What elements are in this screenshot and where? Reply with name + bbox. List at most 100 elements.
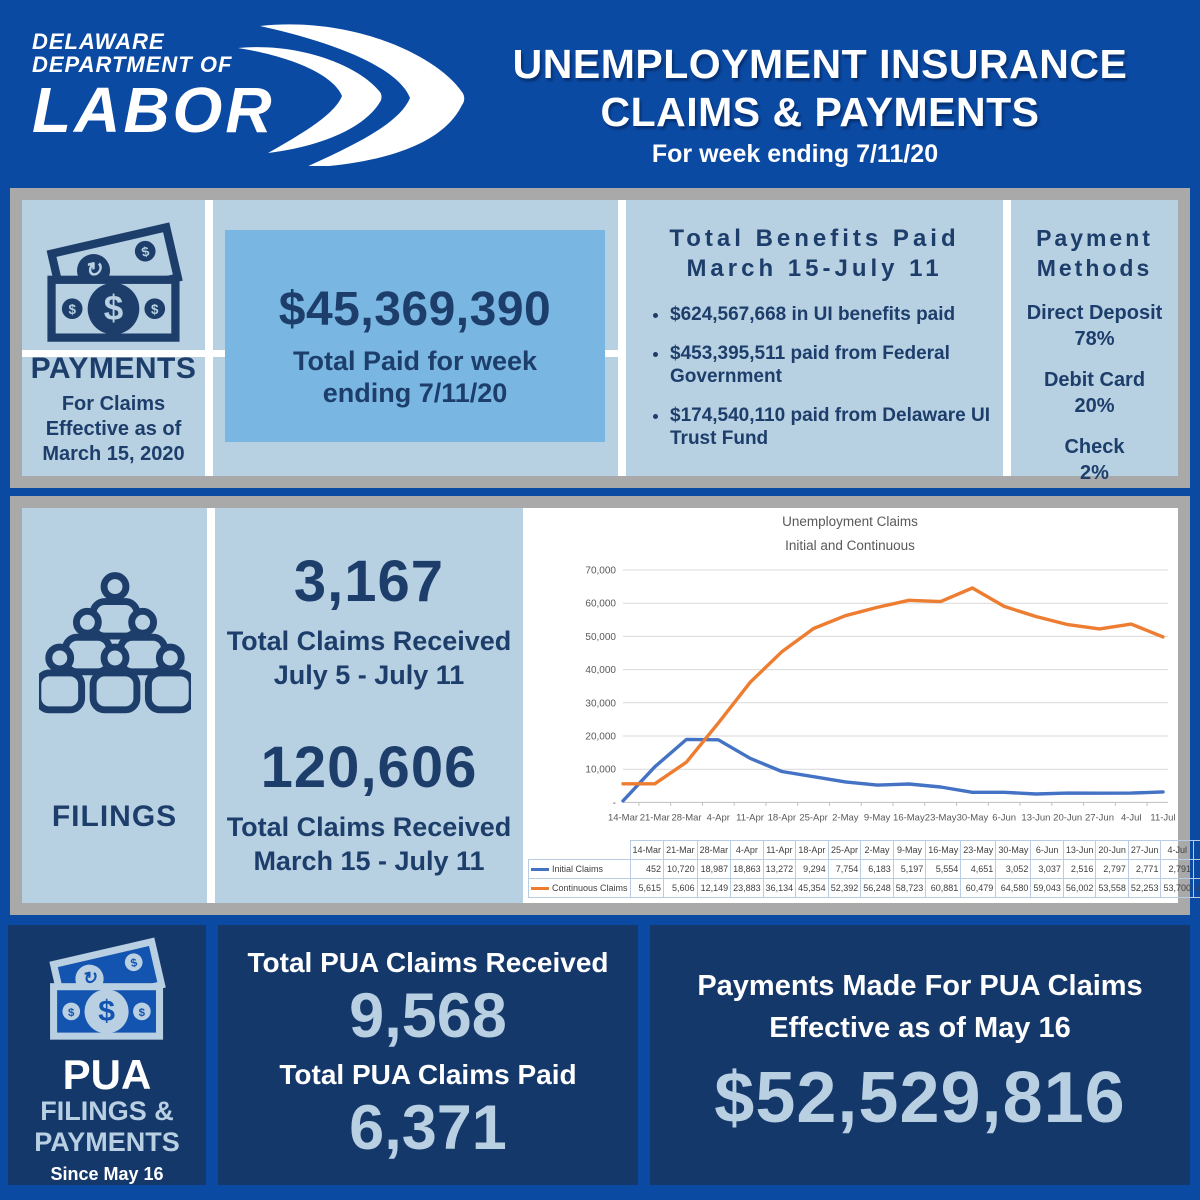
chart-table-value: 18,987 bbox=[696, 859, 732, 879]
weekly-claims-value: 3,167 bbox=[293, 549, 445, 614]
chart-table-value: 5,554 bbox=[925, 859, 962, 879]
chart-table-date-header: 20-Jun bbox=[1095, 840, 1129, 860]
payments-section-inner: ↻ $ $ $ $ PAYMENTS For bbox=[22, 200, 1178, 484]
chart-table-value: 45,354 bbox=[795, 878, 829, 898]
chart-table-value: 12,149 bbox=[696, 878, 732, 898]
chart-table-date-header: 21-Mar bbox=[663, 840, 698, 860]
pua-payments-amount: $52,529,816 bbox=[714, 1058, 1126, 1139]
payment-methods-panel: Payment Methods Direct Deposit 78% Debit… bbox=[1011, 200, 1178, 484]
labor-logo-swoosh-icon bbox=[238, 24, 465, 166]
payments-section-sublabel: For Claims Effective as of March 15, 202… bbox=[42, 393, 185, 465]
pua-claims-received-value: 9,568 bbox=[349, 981, 507, 1051]
chart-table-value: 4,651 bbox=[960, 859, 997, 879]
money-icon: ↻ $ $ $ $ bbox=[39, 222, 189, 355]
benefit-bullet: $453,395,511 paid from Federal Governmen… bbox=[670, 343, 993, 388]
pua-sublabel: Since May 16 bbox=[50, 1164, 164, 1185]
logo-line3: LABOR bbox=[32, 74, 275, 147]
chart-table-value: 52,392 bbox=[827, 878, 862, 898]
svg-text:14-Mar: 14-Mar bbox=[608, 812, 638, 823]
unemployment-claims-chart: Unemployment Claims Initial and Continuou… bbox=[523, 508, 1200, 903]
chart-table-corner bbox=[529, 841, 631, 860]
payment-method: Check 2% bbox=[1064, 435, 1125, 484]
pua-label-line2: FILINGS & bbox=[40, 1096, 174, 1126]
chart-table-value: 2,791 bbox=[1160, 859, 1194, 879]
weekly-total-caption: Total Paid for week ending 7/11/20 bbox=[292, 346, 538, 409]
chart-table-value: 56,248 bbox=[860, 878, 894, 898]
chart-table-value: 3,052 bbox=[995, 859, 1032, 879]
svg-text:11-Jul: 11-Jul bbox=[1150, 812, 1175, 823]
svg-text:28-Mar: 28-Mar bbox=[671, 812, 701, 823]
chart-table-value: 64,580 bbox=[995, 878, 1032, 898]
pua-payments-heading: Payments Made For PUA Claims Effective a… bbox=[697, 970, 1143, 1045]
svg-text:$: $ bbox=[140, 244, 151, 260]
chart-table-value: 23,883 bbox=[730, 878, 764, 898]
svg-text:$: $ bbox=[130, 957, 140, 970]
chart-table-value: 56,002 bbox=[1062, 878, 1097, 898]
chart-table-value: 53,700 bbox=[1160, 878, 1194, 898]
chart-table-value: 3,167 bbox=[1192, 859, 1200, 879]
cumulative-claims-caption: Total Claims Received March 15 - July 11 bbox=[226, 812, 512, 876]
svg-text:$: $ bbox=[68, 1007, 75, 1019]
pua-money-icon: ↻ $ $ $ $ bbox=[8, 937, 206, 1052]
svg-text:25-Apr: 25-Apr bbox=[799, 812, 828, 823]
chart-table-value: 2,771 bbox=[1127, 859, 1162, 879]
pua-label-panel: ↻ $ $ $ $ PUA FILINGS & PAYMENTS Since M… bbox=[8, 925, 206, 1185]
payments-label-panel: ↻ $ $ $ $ PAYMENTS For bbox=[22, 200, 205, 476]
pua-claims-paid-label: Total PUA Claims Paid bbox=[279, 1059, 577, 1091]
chart-table-date-header: 14-Mar bbox=[629, 840, 665, 860]
payments-section-label: PAYMENTS bbox=[30, 352, 197, 385]
legend-line-swatch bbox=[531, 868, 549, 872]
chart-table-value: 5,615 bbox=[629, 878, 665, 898]
svg-text:70,000: 70,000 bbox=[585, 566, 616, 577]
svg-text:11-Apr: 11-Apr bbox=[736, 812, 764, 823]
weekly-total-amount: $45,369,390 bbox=[278, 283, 552, 336]
page-subtitle: For week ending 7/11/20 bbox=[651, 140, 939, 168]
chart-table-value: 13,272 bbox=[762, 859, 797, 879]
pua-claims-paid-value: 6,371 bbox=[349, 1093, 507, 1164]
page-title-line2: CLAIMS & PAYMENTS bbox=[600, 89, 1040, 136]
svg-text:60,000: 60,000 bbox=[585, 599, 616, 610]
page-title: UNEMPLOYMENT INSURANCE CLAIMS & PAYMENTS bbox=[450, 40, 1190, 137]
chart-table-value: 59,043 bbox=[1030, 878, 1064, 898]
pua-label-line3: PAYMENTS bbox=[34, 1127, 180, 1158]
weekly-total-panel: $45,369,390 Total Paid for week ending 7… bbox=[213, 200, 618, 476]
svg-text:$: $ bbox=[151, 302, 159, 317]
pua-payments-panel: Payments Made For PUA Claims Effective a… bbox=[650, 925, 1190, 1185]
payments-section: ↻ $ $ $ $ PAYMENTS For bbox=[10, 188, 1190, 488]
filings-stats-panel: 3,167 Total Claims Received July 5 - Jul… bbox=[215, 508, 523, 903]
chart-table-date-header: 28-Mar bbox=[696, 840, 732, 860]
department-logo: DELAWARE DEPARTMENT OF LABOR bbox=[32, 30, 275, 142]
svg-text:50,000: 50,000 bbox=[585, 632, 616, 643]
logo-line2: DEPARTMENT OF bbox=[32, 52, 233, 78]
pua-claims-received-label: Total PUA Claims Received bbox=[247, 947, 609, 978]
chart-table-value: 5,606 bbox=[663, 878, 698, 898]
logo-line1: DELAWARE bbox=[32, 29, 165, 54]
chart-table-value: 6,183 bbox=[860, 859, 894, 879]
cumulative-claims-stat: 120,606 Total Claims Received March 15 -… bbox=[215, 734, 523, 879]
weekly-claims-stat: 3,167 Total Claims Received July 5 - Jul… bbox=[215, 548, 523, 693]
chart-table-date-header: 4-Apr bbox=[730, 840, 764, 860]
chart-table-date-header: 11-Jul bbox=[1192, 840, 1200, 860]
chart-table-date-header: 16-May bbox=[925, 840, 962, 860]
svg-text:20-Jun: 20-Jun bbox=[1053, 812, 1082, 823]
legend-line-swatch bbox=[531, 887, 549, 891]
weekly-total-bubble: $45,369,390 Total Paid for week ending 7… bbox=[225, 230, 605, 442]
svg-text:16-May: 16-May bbox=[893, 812, 925, 823]
filings-label-panel: FILINGS bbox=[22, 508, 207, 903]
chart-table-value: 7,754 bbox=[827, 859, 862, 879]
svg-text:21-Mar: 21-Mar bbox=[640, 812, 670, 823]
chart-table-date-header: 27-Jun bbox=[1127, 840, 1162, 860]
chart-table-value: 2,516 bbox=[1062, 859, 1097, 879]
chart-table-value: 452 bbox=[629, 859, 665, 879]
chart-table-value: 49,836 bbox=[1192, 878, 1200, 898]
svg-text:6-Jun: 6-Jun bbox=[992, 812, 1016, 823]
total-benefits-panel: Total Benefits Paid March 15-July 11 $62… bbox=[626, 200, 1003, 476]
benefit-bullet: $174,540,110 paid from Delaware UI Trust… bbox=[670, 405, 993, 450]
svg-text:$: $ bbox=[98, 995, 115, 1028]
chart-table-value: 10,720 bbox=[663, 859, 698, 879]
chart-table-value: 58,723 bbox=[892, 878, 927, 898]
svg-text:40,000: 40,000 bbox=[585, 665, 616, 676]
chart-table-date-header: 9-May bbox=[892, 840, 927, 860]
payment-methods-heading: Payment Methods bbox=[1036, 225, 1153, 281]
